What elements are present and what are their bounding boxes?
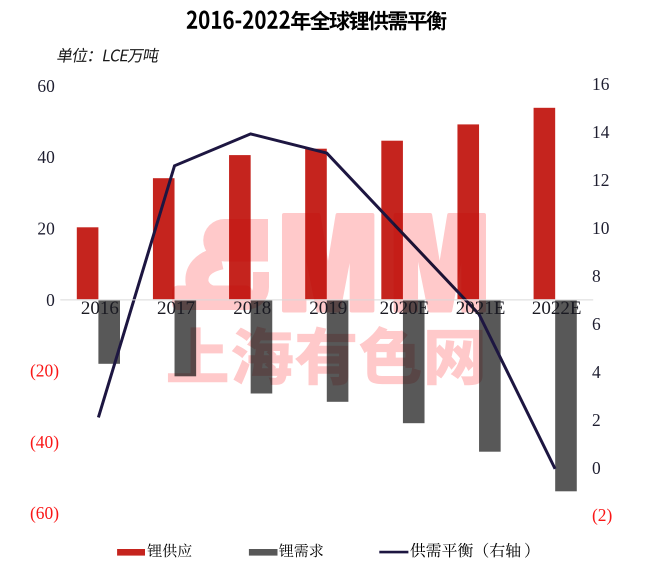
svg-text:(60): (60) bbox=[30, 503, 59, 523]
svg-text:16: 16 bbox=[592, 74, 610, 94]
svg-text:2017: 2017 bbox=[157, 298, 195, 319]
svg-text:40: 40 bbox=[37, 147, 55, 167]
svg-text:60: 60 bbox=[37, 76, 55, 96]
svg-text:(40): (40) bbox=[30, 432, 59, 452]
svg-text:(2): (2) bbox=[592, 505, 612, 525]
svg-text:2021E: 2021E bbox=[456, 298, 506, 319]
svg-text:2019: 2019 bbox=[309, 298, 347, 319]
svg-text:2022E: 2022E bbox=[532, 298, 582, 319]
svg-text:2: 2 bbox=[592, 410, 601, 430]
svg-text:0: 0 bbox=[46, 290, 55, 310]
svg-text:4: 4 bbox=[592, 362, 601, 382]
svg-text:14: 14 bbox=[592, 122, 610, 142]
svg-text:2016: 2016 bbox=[81, 298, 119, 319]
svg-text:0: 0 bbox=[592, 458, 601, 478]
svg-text:(20): (20) bbox=[30, 361, 59, 381]
svg-text:10: 10 bbox=[592, 218, 610, 238]
svg-text:12: 12 bbox=[592, 170, 609, 190]
svg-text:8: 8 bbox=[592, 266, 601, 286]
svg-text:2018: 2018 bbox=[233, 298, 271, 319]
svg-text:2020E: 2020E bbox=[380, 298, 430, 319]
svg-text:6: 6 bbox=[592, 314, 601, 334]
svg-text:20: 20 bbox=[37, 219, 55, 239]
